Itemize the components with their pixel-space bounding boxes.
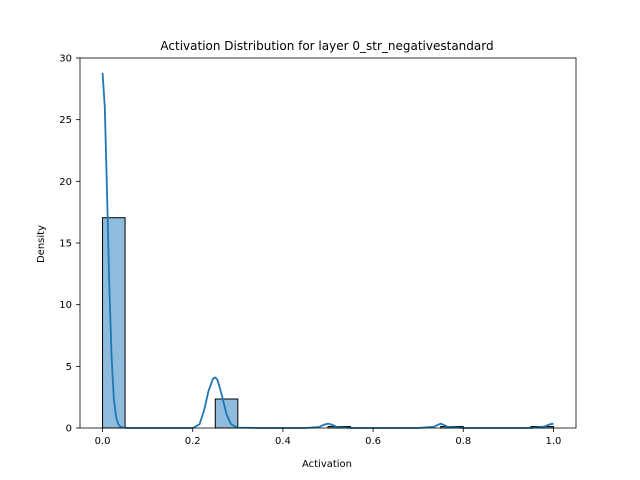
y-tick-label-0: 0 [66, 424, 72, 435]
y-tick-label-4: 20 [59, 177, 72, 188]
x-tick-label-3: 0.6 [365, 436, 381, 447]
x-axis-ticks: 0.0 0.2 0.4 0.6 0.8 1.0 [95, 428, 562, 447]
y-tick-label-1: 5 [66, 362, 72, 373]
kde-line [101, 72, 554, 429]
x-tick-label-4: 0.8 [455, 436, 471, 447]
x-tick-label-5: 1.0 [546, 436, 562, 447]
x-tick-label-0: 0.0 [95, 436, 111, 447]
y-tick-label-2: 10 [59, 300, 72, 311]
chart-title: Activation Distribution for layer 0_str_… [160, 39, 493, 53]
x-tick-label-1: 0.2 [185, 436, 201, 447]
y-tick-label-5: 25 [59, 115, 72, 126]
x-axis-label: Activation [302, 459, 352, 470]
x-tick-label-2: 0.4 [275, 436, 291, 447]
kde-curve-group [101, 72, 554, 429]
y-axis-ticks: 0 5 10 15 20 25 30 [59, 54, 80, 435]
y-axis-label: Density [36, 225, 47, 263]
y-tick-label-6: 30 [59, 54, 72, 65]
y-tick-label-3: 15 [59, 239, 72, 250]
